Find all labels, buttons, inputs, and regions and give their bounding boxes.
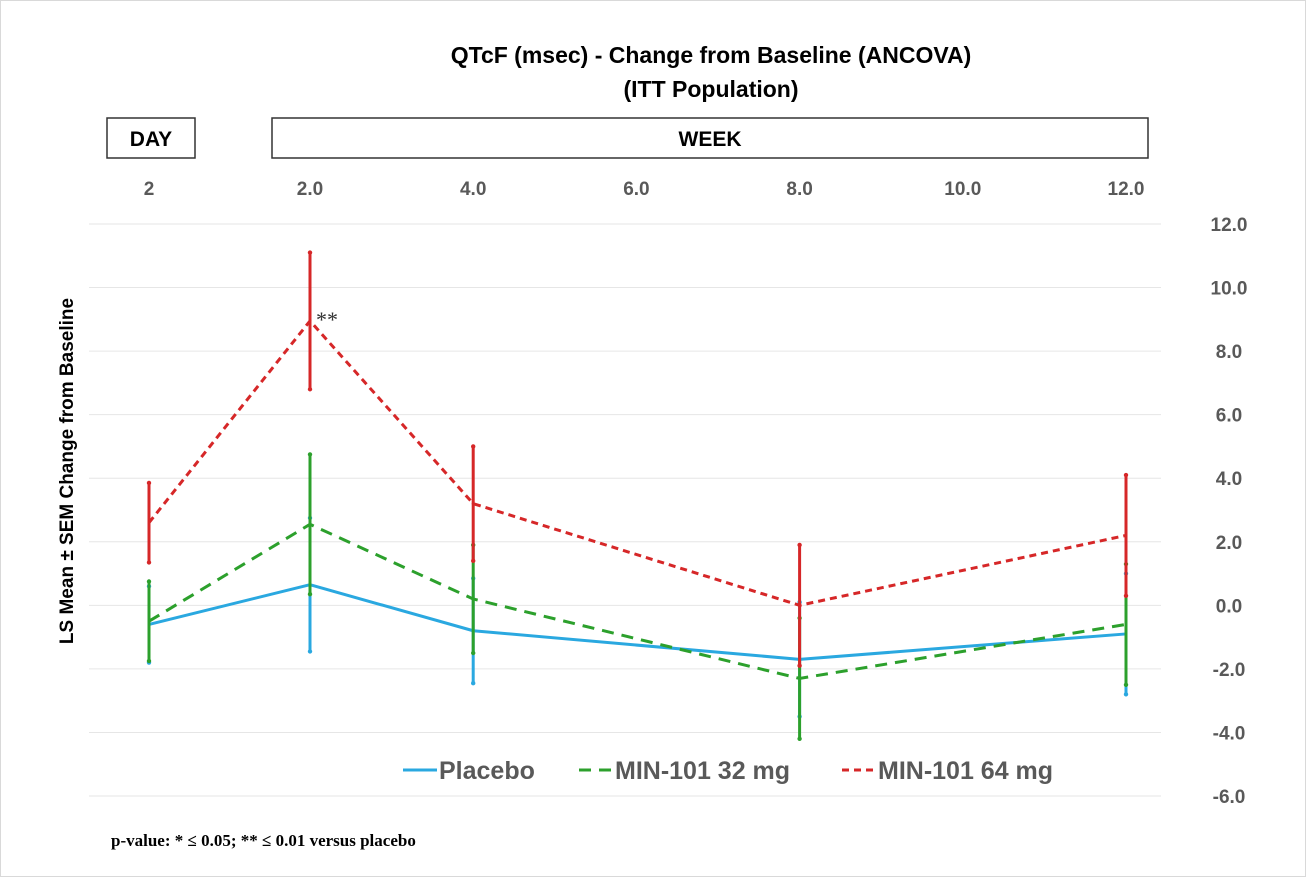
series-line xyxy=(148,522,1127,680)
error-cap xyxy=(471,558,476,564)
error-cap xyxy=(307,387,313,392)
error-cap xyxy=(471,444,476,449)
x-tick-label: 10.0 xyxy=(944,179,981,200)
series-3 xyxy=(146,250,1129,668)
y-tick-label: -6.0 xyxy=(1213,787,1246,808)
data-point xyxy=(1124,533,1128,537)
chart-subtitle: (ITT Population) xyxy=(623,76,798,102)
week-box-label: WEEK xyxy=(679,128,742,151)
y-axis-ticks: 12.0 10.0 8.0 6.0 4.0 2.0 0.0 -2.0 -4.0 -6.0 xyxy=(1211,215,1248,808)
x-tick-label: 6.0 xyxy=(623,179,649,200)
data-point xyxy=(798,676,802,680)
chart-title: QTcF (msec) - Change from Baseline (ANCO… xyxy=(451,42,972,68)
x-tick-label: 4.0 xyxy=(460,179,486,200)
y-tick-label: 0.0 xyxy=(1216,596,1242,617)
y-tick-label: 2.0 xyxy=(1216,533,1242,554)
data-point xyxy=(798,603,802,607)
series-1 xyxy=(146,515,1129,719)
error-cap xyxy=(146,579,152,584)
legend: Placebo MIN-101 32 mg MIN-101 64 mg xyxy=(403,757,1053,785)
day-box-label: DAY xyxy=(130,128,172,151)
data-point xyxy=(308,319,312,323)
error-cap xyxy=(1123,692,1129,697)
week-box xyxy=(271,117,1149,159)
data-point xyxy=(471,502,475,506)
data-point xyxy=(147,521,151,525)
series-line xyxy=(147,319,1127,607)
x-tick-label: 8.0 xyxy=(786,179,812,200)
error-cap xyxy=(797,736,802,741)
error-cap xyxy=(307,592,313,597)
annotations: ** xyxy=(316,307,338,332)
error-cap xyxy=(307,250,313,255)
error-cap xyxy=(471,680,476,686)
x-axis-ticks: 2 2.0 4.0 6.0 8.0 10.0 12.0 xyxy=(144,179,1145,200)
chart-header: QTcF (msec) - Change from Baseline (ANCO… xyxy=(106,42,1149,159)
x-tick-label: 2.0 xyxy=(297,179,323,200)
y-axis-label: LS Mean ± SEM Change from Baseline xyxy=(57,298,78,644)
data-point xyxy=(147,619,151,623)
error-cap xyxy=(1123,593,1129,598)
gridlines xyxy=(89,223,1161,797)
y-tick-label: -2.0 xyxy=(1213,660,1246,681)
error-cap xyxy=(1123,472,1129,478)
error-cap xyxy=(307,649,313,654)
error-cap xyxy=(146,658,152,664)
y-tick-label: 8.0 xyxy=(1216,342,1242,363)
significance-annotation: ** xyxy=(316,307,338,332)
y-tick-label: 4.0 xyxy=(1216,469,1242,490)
error-cap xyxy=(1123,682,1129,687)
y-tick-label: 12.0 xyxy=(1211,215,1248,236)
error-cap xyxy=(146,560,152,565)
legend-label: Placebo xyxy=(439,757,535,785)
series-layer xyxy=(146,250,1129,741)
error-cap xyxy=(146,480,152,486)
legend-label: MIN-101 64 mg xyxy=(878,757,1053,785)
y-tick-label: -4.0 xyxy=(1213,723,1246,744)
y-tick-label: 6.0 xyxy=(1216,406,1242,427)
y-tick-label: 10.0 xyxy=(1211,279,1248,300)
data-point xyxy=(1124,622,1128,626)
error-cap xyxy=(797,663,802,668)
error-cap xyxy=(471,650,476,656)
error-cap xyxy=(797,542,802,548)
series-2 xyxy=(146,452,1129,741)
error-cap xyxy=(307,452,313,457)
x-tick-label: 12.0 xyxy=(1108,179,1145,200)
day-box xyxy=(106,117,196,159)
p-value-footnote: p-value: * ≤ 0.05; ** ≤ 0.01 versus plac… xyxy=(111,831,416,850)
data-point xyxy=(471,597,475,601)
legend-label: MIN-101 32 mg xyxy=(615,757,790,785)
data-point xyxy=(308,522,312,526)
x-tick-label: 2 xyxy=(144,179,155,200)
